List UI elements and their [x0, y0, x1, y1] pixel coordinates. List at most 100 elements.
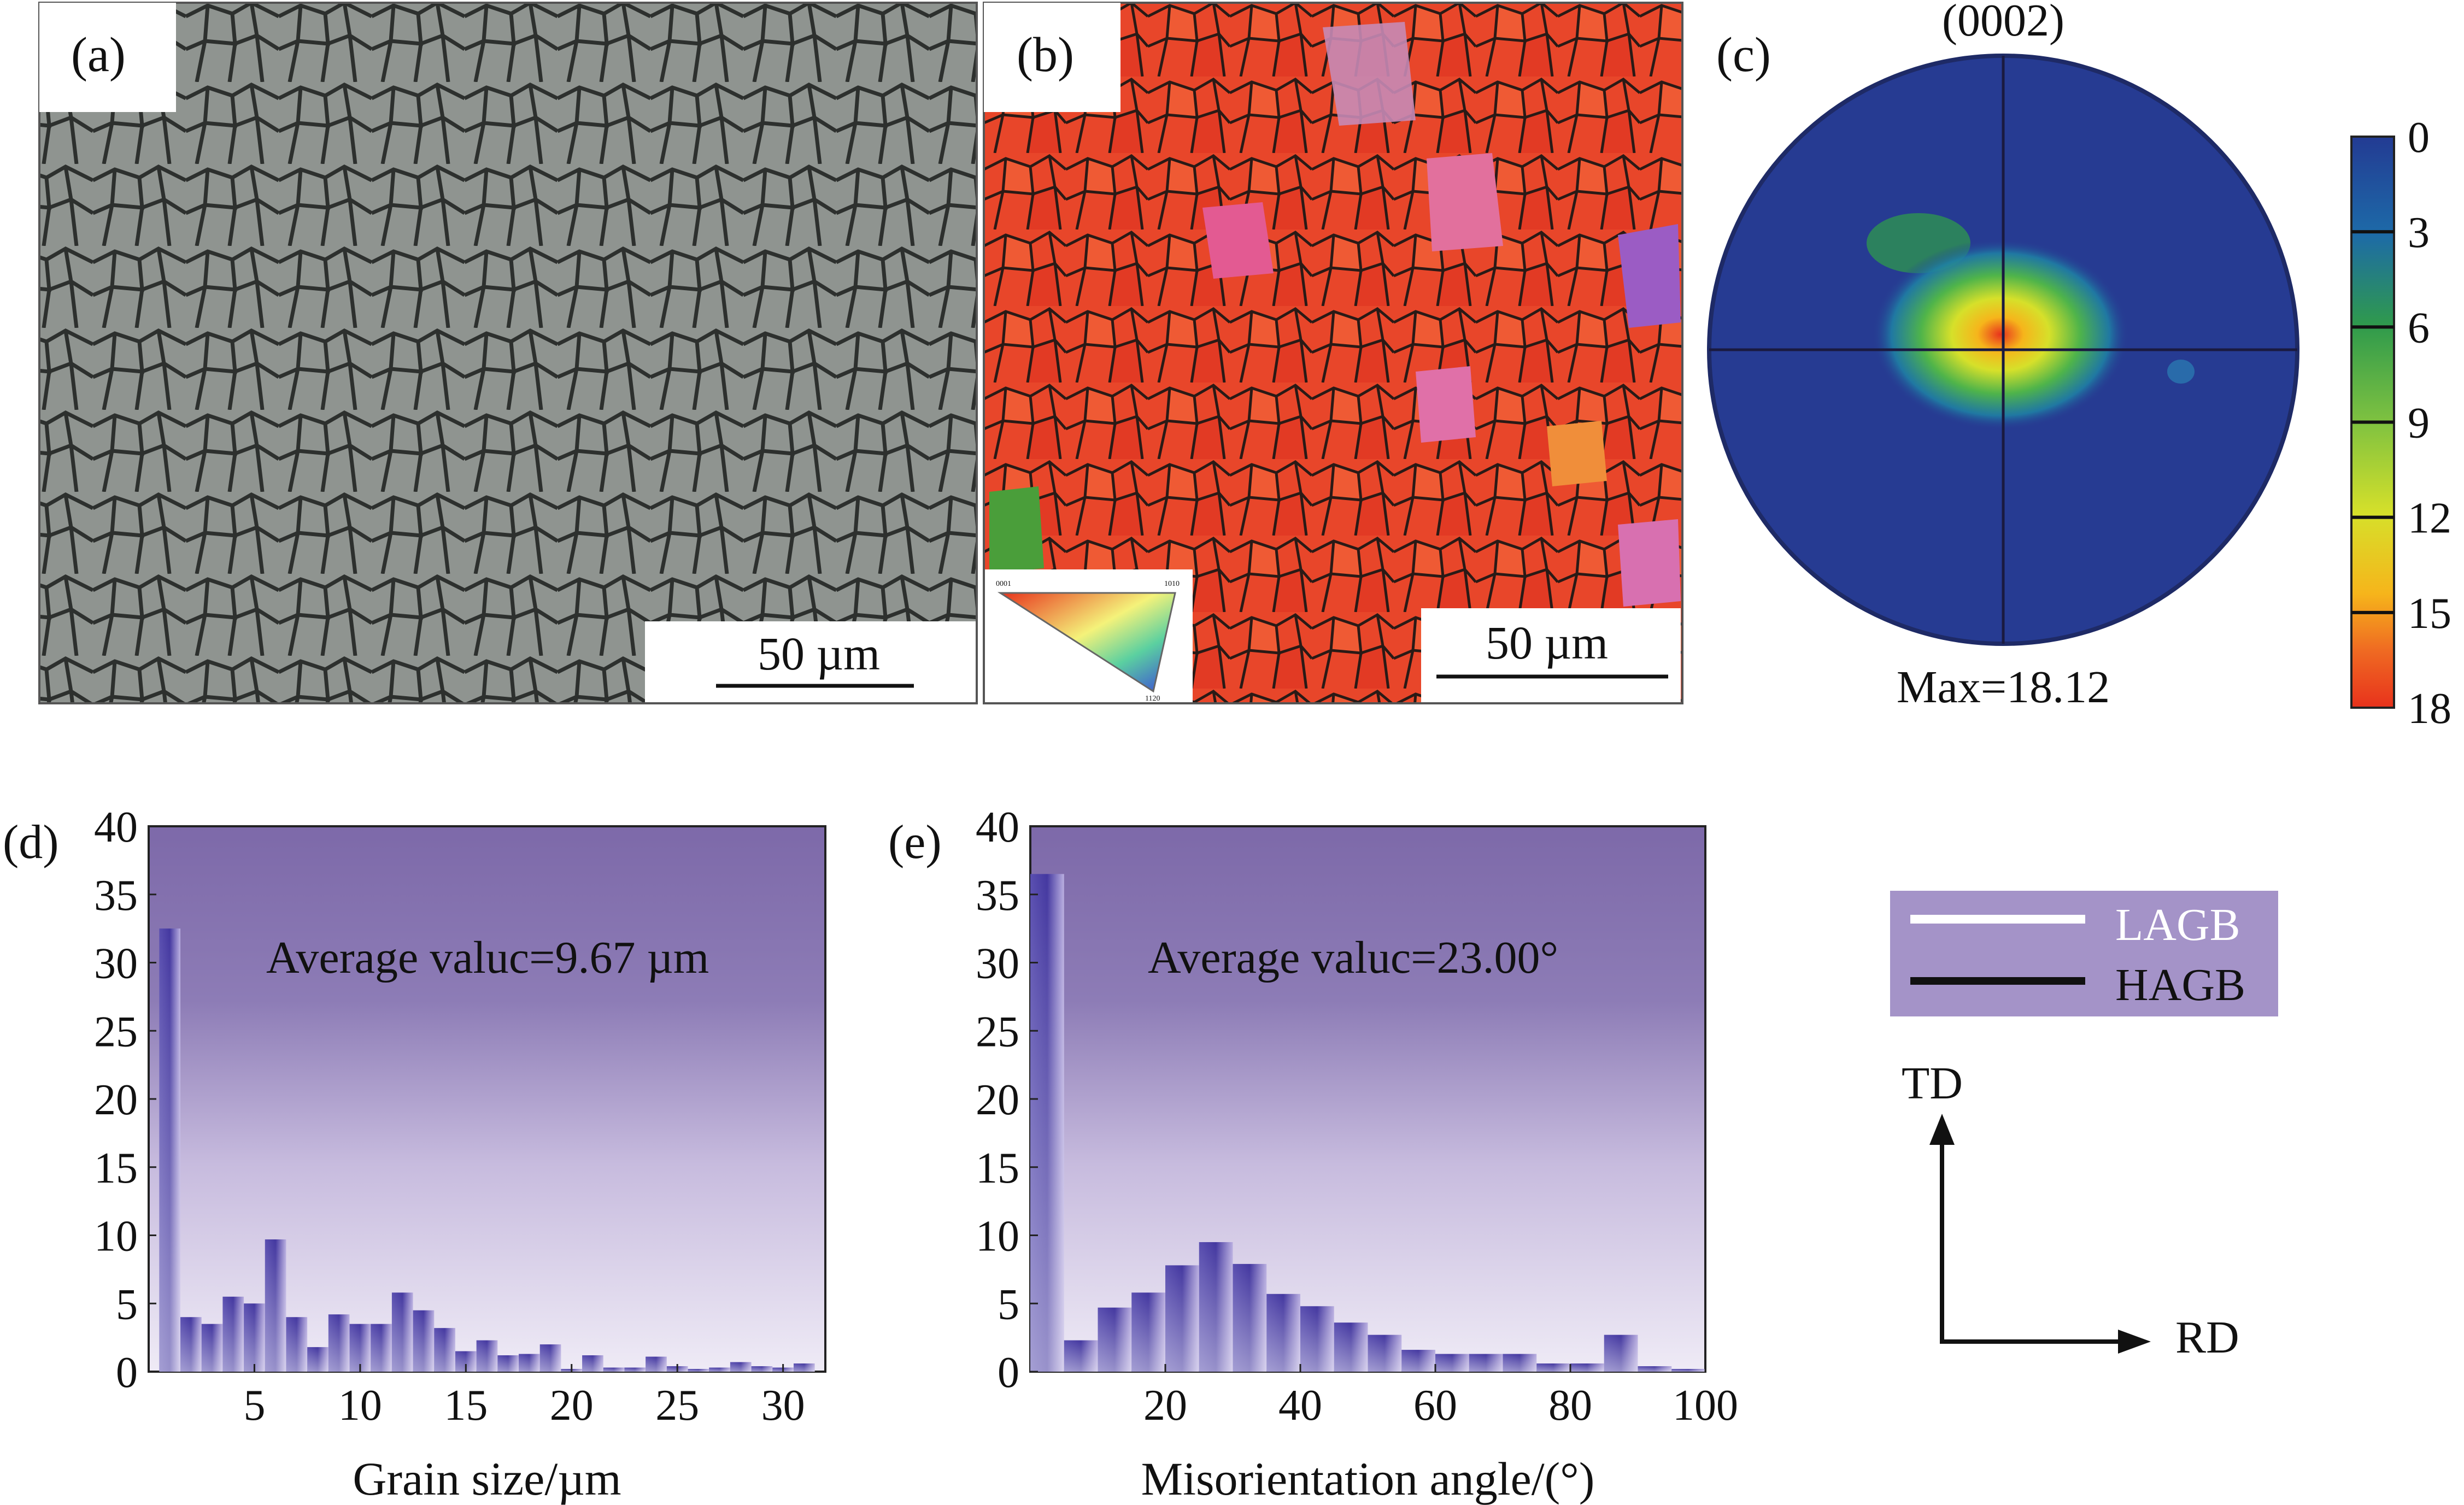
x-tick-label: 15 — [444, 1381, 488, 1430]
panel-b: (b) 0001 1010 1120 50 µm — [984, 3, 1682, 703]
x-tick-label: 60 — [1413, 1381, 1457, 1430]
pole-figure-max-label: Max=18.12 — [1897, 662, 2110, 713]
y-tick-label: 35 — [94, 872, 138, 920]
ipf-key-label: 1120 — [1145, 695, 1160, 703]
histogram-bar-shade — [392, 1292, 413, 1372]
histogram-bar-shade — [286, 1317, 307, 1372]
micrograph-image — [39, 3, 977, 703]
y-tick-label: 30 — [94, 940, 138, 988]
y-tick-label: 25 — [976, 1008, 1019, 1056]
histogram-bar-shade — [1503, 1354, 1537, 1372]
histogram-bar-shade — [1131, 1292, 1165, 1372]
ebsd-grain-accent — [1618, 519, 1681, 607]
average-annotation: Average valuc=9.67 µm — [266, 932, 709, 983]
y-tick-label: 40 — [94, 803, 138, 851]
histogram-bar-shade — [646, 1357, 667, 1372]
colorbar-tick-label: 9 — [2408, 399, 2430, 448]
histogram-bar-shade — [1199, 1242, 1233, 1372]
histogram-bar-shade — [1536, 1363, 1570, 1372]
x-tick-label: 20 — [550, 1381, 594, 1430]
plot-area — [1030, 826, 1705, 1372]
histogram-bar-shade — [222, 1297, 244, 1372]
axis-label-td: TD — [1902, 1058, 1963, 1109]
histogram-bar-shade — [730, 1362, 752, 1372]
x-tick-label: 20 — [1143, 1381, 1187, 1430]
td-arrow-head — [1929, 1114, 1955, 1145]
histogram-bar-shade — [752, 1366, 773, 1372]
histogram-bar-shade — [159, 928, 180, 1372]
colorbar-tick-label: 6 — [2408, 304, 2430, 352]
x-axis-label: Misorientation angle/(°) — [1141, 1453, 1595, 1505]
ebsd-grain-accent — [1416, 366, 1476, 443]
histogram-bar-shade — [1233, 1264, 1267, 1372]
y-tick-label: 40 — [976, 803, 1019, 851]
y-tick-label: 35 — [976, 872, 1019, 920]
y-tick-label: 0 — [998, 1349, 1019, 1397]
ebsd-grain-accent — [989, 486, 1044, 574]
figure-canvas: (a) 50 µm (b) 0001 1010 1120 50 µm (c) (… — [0, 0, 2464, 1505]
pole-figure-title: (0002) — [1942, 0, 2064, 46]
rd-arrow-head — [2118, 1330, 2151, 1354]
sample-axes-diagram: TD RD — [1902, 1058, 2239, 1363]
histogram-bar-shade — [477, 1341, 498, 1372]
legend-label-lagb: LAGB — [2115, 900, 2240, 950]
plot-area — [149, 826, 825, 1372]
panel-label: (d) — [3, 816, 59, 869]
histogram-bar-shade — [244, 1303, 265, 1372]
y-tick-label: 20 — [976, 1076, 1019, 1124]
x-tick-label: 100 — [1673, 1381, 1738, 1430]
pole-figure-weak-spot — [2167, 360, 2195, 384]
histogram-bar-shade — [1064, 1341, 1098, 1372]
histogram-bar-shade — [1334, 1322, 1368, 1372]
ebsd-grain-accent — [1427, 153, 1503, 251]
histogram-bar-shade — [624, 1368, 646, 1372]
ebsd-grain-accent — [1618, 224, 1681, 328]
histogram-bar-shade — [202, 1324, 223, 1372]
histogram-bar-shade — [497, 1355, 519, 1372]
ebsd-grain-accent — [1202, 202, 1274, 279]
y-tick-label: 25 — [94, 1008, 138, 1056]
histogram-bar-shade — [794, 1363, 815, 1372]
ebsd-grain-accent — [1323, 22, 1416, 126]
panel-a: (a) 50 µm — [39, 3, 977, 703]
histogram-bar-shade — [688, 1369, 709, 1372]
histogram-bar-shade — [307, 1347, 328, 1372]
y-tick-label: 5 — [998, 1280, 1019, 1328]
panel-label: (e) — [888, 816, 942, 869]
histogram-bar-shade — [328, 1314, 350, 1372]
x-tick-label: 40 — [1278, 1381, 1322, 1430]
scale-bar-label-b: 50 µm — [1486, 616, 1608, 669]
histogram-bar-shade — [434, 1328, 455, 1372]
histogram-misorientation: 051015202530354020 40 60 80 100(e)Average va… — [888, 803, 1738, 1505]
ebsd-grain-accent — [1547, 421, 1607, 486]
histogram-bar-shade — [180, 1317, 202, 1372]
histogram-bar-shade — [371, 1324, 392, 1372]
y-tick-label: 30 — [976, 940, 1019, 988]
panel-c-label: (c) — [1716, 28, 1771, 82]
histogram-bar-shade — [519, 1354, 540, 1372]
ipf-key-label: 0001 — [996, 580, 1011, 588]
x-tick-label: 25 — [655, 1381, 699, 1430]
pole-figure-intensity-spot — [1872, 239, 2129, 430]
histogram-bar-shade — [413, 1310, 435, 1372]
y-tick-label: 5 — [116, 1280, 138, 1328]
histogram-grain-size: 05101520253035405 10 15 20 25 30(d)Average va… — [3, 803, 825, 1505]
histogram-bar-shade — [1266, 1294, 1300, 1372]
histogram-bar-shade — [1030, 874, 1064, 1372]
histogram-bar-shade — [582, 1355, 603, 1372]
panel-a-label: (a) — [71, 28, 126, 82]
y-tick-label: 10 — [976, 1213, 1019, 1261]
legend-label-hagb: HAGB — [2115, 960, 2245, 1010]
colorbar-tick-label: 3 — [2408, 209, 2430, 257]
histogram-bar-shade — [1368, 1335, 1402, 1372]
histogram-bar-shade — [709, 1368, 730, 1372]
colorbar-tick-label: 12 — [2408, 495, 2451, 543]
histogram-bar-shade — [1469, 1354, 1503, 1372]
y-tick-label: 10 — [94, 1213, 138, 1261]
histogram-bar-shade — [1300, 1306, 1334, 1372]
histogram-bar-shade — [265, 1239, 286, 1372]
average-annotation: Average valuc=23.00° — [1148, 932, 1558, 983]
histogram-bar-shade — [1165, 1265, 1199, 1372]
histogram-bar-shade — [1401, 1350, 1435, 1372]
panel-b-label: (b) — [1017, 28, 1074, 82]
